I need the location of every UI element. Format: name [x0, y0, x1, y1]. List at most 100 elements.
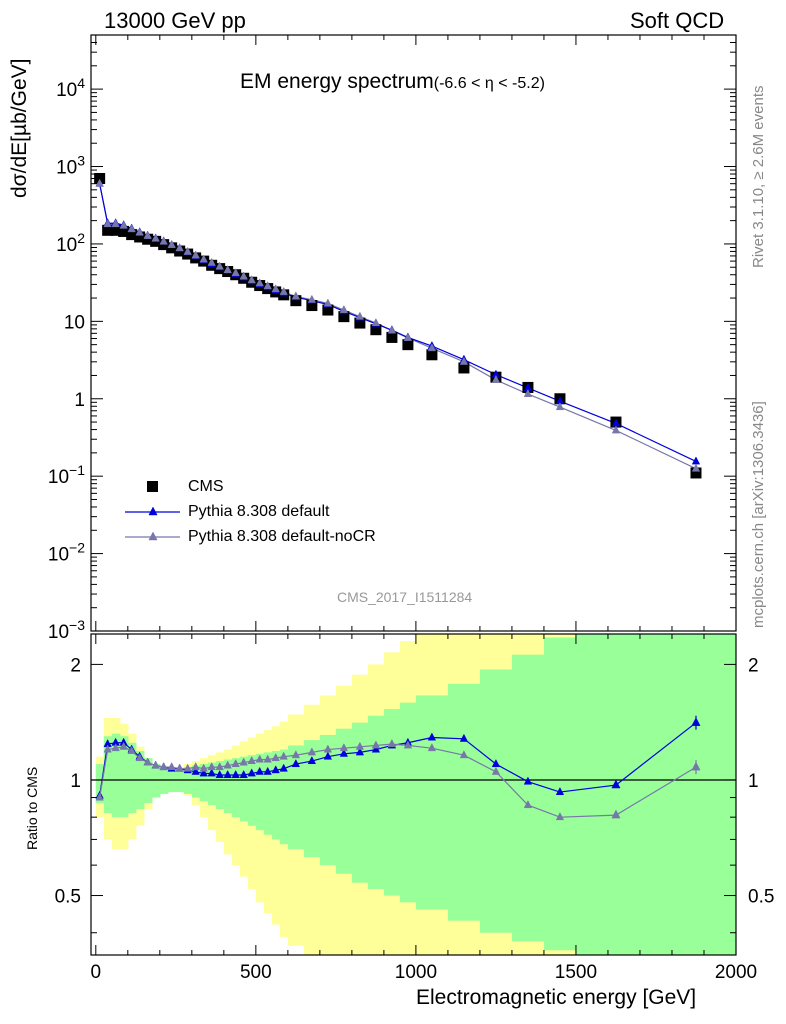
- main-point-nocr: [523, 389, 533, 398]
- ratio-point-default: [255, 766, 264, 775]
- ratio-stat-band-bin: [255, 753, 265, 831]
- main-y-tick-label: 10−1: [48, 462, 85, 488]
- ratio-stat-band-bin: [239, 756, 249, 822]
- x-axis-label: Electromagnetic energy [GeV]: [416, 986, 697, 1009]
- ratio-y-tick-label: 2: [70, 655, 81, 676]
- main-point-cms: [118, 225, 130, 237]
- ratio-stat-band-bin: [119, 736, 129, 818]
- ratio-point-default: [207, 768, 216, 777]
- ratio-y-tick-label-right: 1: [748, 771, 759, 792]
- ratio-point-nocr: [231, 759, 240, 768]
- main-point-nocr: [427, 343, 437, 352]
- ratio-stat-band-bin: [271, 750, 281, 840]
- main-point-nocr: [307, 294, 317, 303]
- ratio-point-nocr: [103, 744, 112, 753]
- ratio-stat-band-bin: [287, 745, 305, 850]
- main-point-nocr: [291, 291, 301, 300]
- ratio-point-nocr: [255, 754, 264, 763]
- ratio-point-nocr: [691, 761, 701, 771]
- ratio-point-default: [271, 765, 280, 774]
- ratio-point-nocr: [207, 762, 216, 771]
- chart-title: EM energy spectrum(-6.6 < η < -5.2): [240, 70, 545, 94]
- ratio-y-tick-label: 1: [70, 771, 81, 792]
- main-point-nocr: [119, 220, 128, 229]
- main-point-cms: [102, 224, 114, 236]
- main-point-nocr: [183, 246, 192, 255]
- ratio-point-default: [191, 766, 200, 775]
- main-y-tick-exp: −3: [69, 617, 85, 633]
- x-tick-label: 1500: [555, 962, 597, 983]
- main-point-nocr: [151, 233, 160, 242]
- main-point-nocr: [403, 332, 413, 341]
- main-point-nocr: [143, 230, 152, 239]
- legend-marker-pythia-nocr: [148, 531, 158, 541]
- ratio-point-nocr: [167, 762, 176, 771]
- main-point-nocr: [611, 425, 621, 434]
- main-point-nocr: [387, 325, 397, 334]
- ratio-point-default: [355, 747, 365, 756]
- chart-title-range: (-6.6 < η < -5.2): [433, 75, 545, 92]
- ratio-point-nocr: [143, 757, 152, 766]
- ratio-stat-band-bin: [383, 709, 401, 896]
- main-point-cms: [354, 317, 366, 329]
- ratio-point-nocr: [307, 747, 317, 756]
- ratio-point-nocr: [247, 756, 256, 765]
- legend-marker-cms: [147, 481, 158, 492]
- ratio-point-default: [279, 763, 288, 772]
- ratio-point-default: [231, 769, 240, 778]
- ratio-y-tick-label: 0.5: [55, 887, 81, 908]
- main-point-cms: [426, 349, 438, 361]
- main-y-tick-base: 10: [56, 235, 77, 256]
- ratio-point-nocr: [175, 763, 184, 772]
- ratio-point-nocr: [279, 751, 288, 760]
- ratio-point-nocr: [111, 743, 120, 752]
- ratio-stat-band-bin: [247, 755, 257, 826]
- main-point-cms: [370, 324, 382, 336]
- main-y-tick-base: 10: [56, 80, 77, 101]
- ratio-point-default: [555, 787, 565, 796]
- main-point-nocr: [323, 298, 333, 307]
- main-point-cms: [386, 331, 398, 343]
- ratio-point-nocr: [427, 743, 437, 752]
- main-point-cms: [290, 295, 302, 307]
- main-y-axis-label: dσ/dE[µb/GeV]: [8, 58, 31, 198]
- chart-title-main: EM energy spectrum: [240, 70, 434, 93]
- main-point-nocr: [339, 304, 349, 313]
- main-line-default: [99, 183, 697, 462]
- ratio-point-default: [459, 733, 469, 742]
- ratio-point-nocr: [239, 757, 248, 766]
- main-y-tick-label: 1: [74, 390, 85, 411]
- ratio-point-nocr: [119, 741, 128, 750]
- main-point-nocr: [111, 219, 120, 228]
- main-point-nocr: [459, 356, 469, 365]
- main-point-nocr: [255, 278, 264, 287]
- ratio-stat-band-bin: [351, 722, 369, 883]
- main-point-cms: [322, 304, 334, 316]
- main-y-tick-label: 103: [56, 153, 85, 179]
- main-point-nocr: [127, 224, 136, 233]
- main-point-cms: [94, 173, 106, 185]
- ratio-stat-band-bin: [303, 740, 321, 857]
- main-point-cms: [690, 467, 702, 479]
- legend-label-cms: CMS: [188, 478, 224, 495]
- main-point-nocr: [215, 261, 224, 270]
- mcplots-label: mcplots.cern.ch [arXiv:1306.3436]: [750, 401, 767, 628]
- main-point-nocr: [263, 281, 272, 290]
- ratio-stat-band-bin: [415, 695, 449, 910]
- ratio-stat-band-bin: [511, 654, 545, 942]
- ratio-point-nocr: [291, 750, 301, 759]
- main-y-tick-base: 10: [48, 622, 69, 643]
- main-y-tick-label: 102: [56, 230, 85, 256]
- ratio-point-default: [491, 759, 501, 768]
- main-y-tick-exp: −2: [69, 540, 85, 556]
- main-y-tick-exp: −1: [69, 462, 85, 478]
- main-y-tick-base: 10: [48, 545, 69, 566]
- ratio-point-nocr: [127, 745, 136, 754]
- main-point-nocr: [271, 284, 280, 293]
- ratio-stat-band-bin: [143, 758, 153, 804]
- ratio-point-default: [427, 732, 437, 741]
- main-y-tick-label: 10: [64, 312, 85, 333]
- main-y-tick-label: 10−3: [48, 617, 85, 643]
- ratio-stat-band-bin: [103, 736, 113, 814]
